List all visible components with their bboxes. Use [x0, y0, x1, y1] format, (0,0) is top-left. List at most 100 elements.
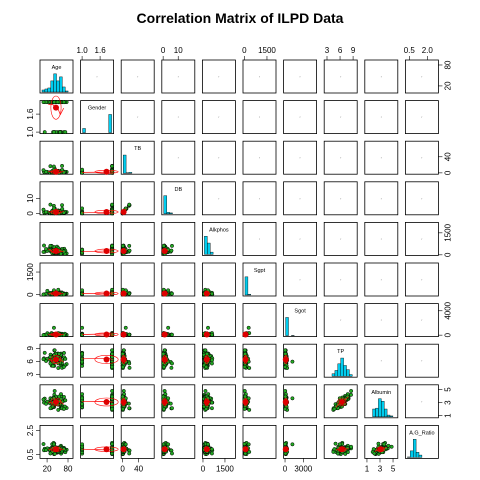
data-point [247, 407, 252, 412]
left-tick-label: 1.6 [26, 108, 35, 120]
data-point [41, 207, 46, 212]
top-tick-label: 6 [338, 46, 343, 55]
data-point [61, 100, 66, 105]
data-point [283, 442, 288, 446]
panel-sgot-gender [80, 303, 114, 338]
panel-tb-alkphos [201, 140, 236, 175]
centroid-point [103, 446, 110, 453]
panel-sgpt-albumin [364, 262, 399, 297]
panel-sgot-age [39, 303, 74, 338]
data-point [333, 441, 338, 446]
data-point [80, 325, 85, 330]
centroid-point [52, 168, 59, 175]
data-point [161, 243, 166, 248]
data-point [170, 406, 174, 411]
histogram-bar [64, 90, 69, 93]
data-point [242, 348, 247, 353]
data-point [203, 389, 208, 393]
panel-gender-sgpt [242, 100, 277, 134]
data-point [121, 406, 125, 411]
data-point [209, 406, 214, 411]
data-point [166, 325, 171, 330]
data-point [52, 442, 56, 447]
panel-age-sgot [283, 59, 318, 94]
centroid-point [161, 446, 168, 453]
data-point [209, 361, 214, 366]
data-point [110, 164, 115, 169]
data-point [283, 365, 288, 369]
data-point [48, 164, 53, 169]
data-point [58, 130, 63, 135]
data-point [247, 366, 252, 370]
data-point [48, 361, 53, 366]
correlation-value: r [340, 278, 341, 282]
correlation-value: r [340, 318, 341, 322]
histogram-bar [204, 236, 208, 255]
correlation-value: r [340, 196, 341, 200]
centroid-point [161, 398, 168, 405]
correlation-value: r [381, 318, 382, 322]
diagonal-label-age: Age [52, 65, 62, 71]
right-tick-label: 3 [443, 400, 452, 405]
correlation-value: r [421, 359, 422, 363]
panel-a-g-ratio-gender [80, 424, 114, 459]
panel-sgot-sgpt [242, 303, 277, 338]
data-point [42, 243, 46, 248]
bottom-tick-label: 40 [134, 464, 143, 473]
data-point [57, 394, 62, 399]
histogram-bar [247, 293, 251, 296]
data-point [166, 442, 171, 447]
correlation-value: r [218, 75, 219, 79]
panel-sgot-alkphos [201, 303, 236, 338]
data-point [127, 332, 132, 337]
data-point [60, 203, 65, 208]
correlation-value: r [381, 237, 382, 241]
bottom-tick-label: 1500 [216, 464, 234, 473]
bottom-tick-label: 3 [378, 464, 383, 473]
diagonal-label-a-g-ratio: A.G_Ratio [409, 430, 434, 436]
histogram-bar [389, 415, 394, 417]
data-point [110, 365, 115, 369]
data-point [41, 442, 46, 446]
data-point [169, 248, 174, 253]
data-point [110, 389, 115, 393]
histogram-bar [207, 242, 211, 255]
right-tick-label: 20 [443, 81, 452, 90]
data-point [110, 348, 115, 353]
centroid-point [120, 290, 127, 297]
centroid-point [103, 248, 110, 255]
data-point [42, 350, 47, 355]
histogram-bar [108, 114, 112, 133]
data-point [44, 210, 49, 215]
correlation-value: r [421, 115, 422, 119]
data-point [61, 365, 66, 369]
correlation-value: r [218, 196, 219, 200]
panel-sgpt-tp [323, 262, 358, 297]
correlation-value: r [340, 115, 341, 119]
data-point [41, 397, 46, 402]
panel-age-gender [80, 59, 114, 94]
correlation-value: r [218, 156, 219, 160]
correlation-value: r [259, 156, 260, 160]
centroid-point [338, 398, 345, 405]
panel-age-a-g-ratio [404, 59, 439, 94]
correlation-ellipse [50, 397, 62, 407]
correlation-value: r [421, 278, 422, 282]
histogram-bar [413, 439, 417, 458]
bottom-tick-label: 0 [283, 464, 288, 473]
correlation-value: r [300, 156, 301, 160]
centroid-point [120, 248, 127, 255]
correlation-value: r [178, 156, 179, 160]
data-point [170, 332, 174, 337]
data-point [127, 202, 132, 207]
data-point [247, 449, 252, 454]
right-tick-label: 5 [443, 387, 452, 392]
correlation-value: r [421, 156, 422, 160]
data-point [127, 406, 132, 411]
centroid-point [52, 248, 59, 255]
data-point [349, 444, 354, 449]
panel-alkphos-sgot [283, 221, 318, 256]
data-point [242, 365, 247, 369]
correlation-value: r [137, 75, 138, 79]
